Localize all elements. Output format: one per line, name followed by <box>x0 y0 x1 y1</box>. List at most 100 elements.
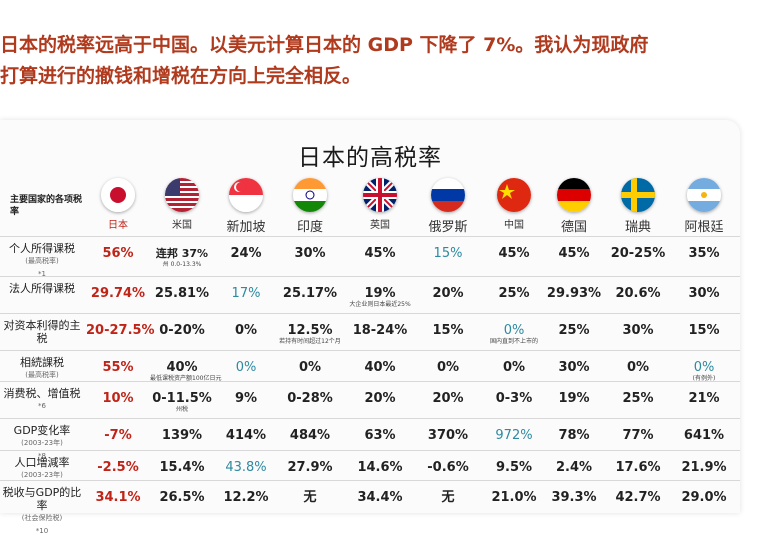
table-cell: 56% <box>86 246 150 261</box>
row-label: GDP变化率 (2003-23年) *8 <box>0 424 84 463</box>
cell-subtext: 若持有时间超过12个月 <box>279 338 341 345</box>
row-label-note: *10 <box>35 527 49 535</box>
singapore-flag-icon <box>229 178 263 212</box>
row-divider <box>0 350 740 351</box>
table-cell: 20-27.5% <box>86 323 155 338</box>
table-cell: 45% <box>482 246 546 261</box>
row-label-text: 消费税、增值税 <box>3 387 81 400</box>
cell-value: 45% <box>498 246 530 261</box>
table-cell: 19% <box>542 391 606 406</box>
table-cell: -7% <box>86 428 150 443</box>
cell-value: 21.9% <box>681 460 727 475</box>
cell-subtext: (有例外) <box>692 375 716 382</box>
row-label-text: GDP变化率 <box>13 424 71 437</box>
cell-value: 26.5% <box>159 490 205 505</box>
cell-value: 19% <box>364 286 396 301</box>
cell-value: 0% <box>503 323 525 338</box>
cell-value: 56% <box>102 246 134 261</box>
country-china: 中国 <box>482 178 546 231</box>
argentina-flag-icon <box>687 178 721 212</box>
table-cell: 20-25% <box>606 246 670 261</box>
cell-value: 29.0% <box>681 490 727 505</box>
cell-subtext: 国内直到不上市的 <box>489 338 538 345</box>
row-divider <box>0 313 740 314</box>
header-line-2: 打算进行的撤钱和增税在方向上完全相反。 <box>0 65 362 87</box>
row-label-text: 人口増減率 <box>14 456 70 469</box>
cell-value: 77% <box>622 428 654 443</box>
table-cell: 29.93% <box>542 286 606 301</box>
country-singapore: 新加坡 <box>214 178 278 235</box>
country-name: 德国 <box>560 220 587 235</box>
cell-value: 12.2% <box>223 490 269 505</box>
country-name: 新加坡 <box>226 220 266 235</box>
header-line-1: 日本的税率远高于中国。以美元计算日本的 GDP 下降了 7%。我认为现政府 <box>0 34 649 56</box>
row-divider <box>0 236 740 237</box>
cell-value: 19% <box>558 391 590 406</box>
cell-value: 0-28% <box>287 391 333 406</box>
table-cell: 43.8% <box>214 460 278 475</box>
country-name: 印度 <box>296 220 323 235</box>
corner-label: 主要国家的各项税率 <box>10 195 83 217</box>
cell-value: 20-25% <box>610 246 666 261</box>
cell-value: 63% <box>364 428 396 443</box>
cell-value: 30% <box>558 360 590 375</box>
table-cell: 0% (有例外) <box>672 360 736 383</box>
country-name: 中国 <box>504 220 524 231</box>
table-cell: 484% <box>278 428 342 443</box>
table-cell: 0% <box>416 360 480 375</box>
cell-value: 972% <box>495 428 533 443</box>
table-cell: 25.17% <box>278 286 342 301</box>
row-label-text: 个人所得课税 <box>9 242 75 255</box>
table-cell: 21.0% <box>482 490 546 505</box>
country-usa: 米国 <box>150 178 214 231</box>
cell-value: 15% <box>432 323 464 338</box>
table-cell: 63% <box>348 428 412 443</box>
row-label-text: 法人所得课税 <box>9 282 75 295</box>
table-cell: 45% <box>542 246 606 261</box>
row-divider <box>0 418 740 419</box>
country-name: 俄罗斯 <box>428 220 468 235</box>
cell-value: 25% <box>622 391 654 406</box>
row-label-text: 相続課税 <box>20 356 64 369</box>
table-cell: 34.1% <box>86 490 150 505</box>
russia-flag-icon <box>431 178 465 212</box>
cell-value: 10% <box>102 391 134 406</box>
cell-value: 484% <box>289 428 331 443</box>
cell-value: 无 <box>441 490 455 505</box>
table-cell: 25% <box>606 391 670 406</box>
table-cell: 0% <box>606 360 670 375</box>
row-label-sub: (社会保险税) <box>21 514 63 522</box>
table-cell: 20% <box>416 391 480 406</box>
table-cell: 14.6% <box>348 460 412 475</box>
table-cell: 17% <box>214 286 278 301</box>
cell-value: 20.6% <box>615 286 661 301</box>
country-name: 米国 <box>172 220 192 231</box>
table-cell: 40% <box>348 360 412 375</box>
cell-value: 17% <box>231 286 261 301</box>
cell-value: 14.6% <box>357 460 403 475</box>
cell-value: 45% <box>364 246 396 261</box>
cell-value: 27.9% <box>287 460 333 475</box>
table-cell: 25% <box>542 323 606 338</box>
row-label-sub: (2003-23年) <box>21 439 63 447</box>
table-cell: 30% <box>606 323 670 338</box>
country-name: 阿根廷 <box>684 220 724 235</box>
cell-value: 12.5% <box>287 323 333 338</box>
table-cell: 26.5% <box>150 490 214 505</box>
table-cell: 0-11.5% 州税 <box>150 391 214 414</box>
table-cell: -0.6% <box>416 460 480 475</box>
table-cell: 9% <box>214 391 278 406</box>
germany-flag-icon <box>557 178 591 212</box>
cell-value: 42.7% <box>615 490 661 505</box>
table-cell: 414% <box>214 428 278 443</box>
row-label-note: *8 <box>38 452 46 460</box>
country-germany: 德国 <box>542 178 606 235</box>
cell-value: 24% <box>230 246 262 261</box>
table-cell: 15.4% <box>150 460 214 475</box>
cell-value: 20% <box>432 286 464 301</box>
cell-value: 0% <box>436 360 460 375</box>
table-cell: 29.74% <box>86 286 150 301</box>
cell-value: 641% <box>683 428 725 443</box>
table-cell: 370% <box>416 428 480 443</box>
table-cell: 30% <box>542 360 606 375</box>
